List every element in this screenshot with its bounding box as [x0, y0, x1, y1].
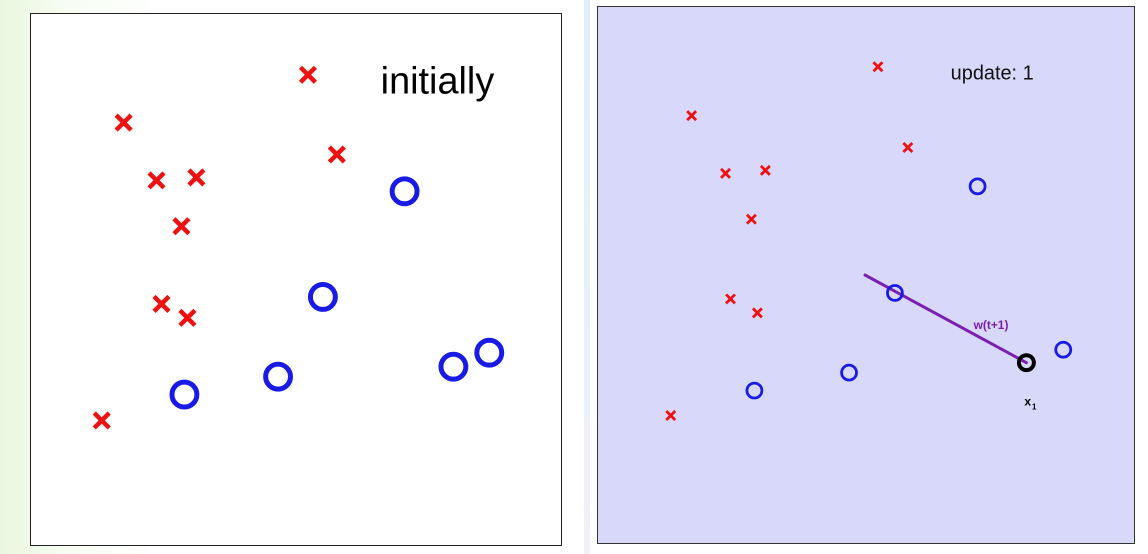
cross-marker: [154, 296, 169, 311]
cross-marker: [329, 147, 344, 162]
weight-label: w(t+1): [973, 318, 1009, 332]
circle-marker: [266, 364, 291, 389]
circle-marker: [310, 284, 335, 309]
circle-marker: [477, 340, 502, 365]
point-label-subscript: 1: [1032, 402, 1037, 411]
cross-marker: [180, 310, 195, 325]
cross-marker: [300, 67, 315, 82]
left-panel-initially: initially: [30, 13, 562, 546]
caption-initially: initially: [381, 61, 495, 103]
right-panel-update: update: 1 w(t+1) x1: [597, 6, 1135, 544]
panel-divider: [584, 0, 590, 554]
circle-marker: [441, 354, 466, 379]
cross-marker: [94, 413, 109, 428]
cross-marker: [149, 173, 164, 188]
caption-update: update: 1: [951, 63, 1034, 85]
left-scatter-plot: initially: [31, 14, 561, 545]
cross-marker: [174, 219, 189, 234]
right-scatter-plot: update: 1 w(t+1) x1: [598, 7, 1134, 543]
cross-marker: [189, 170, 204, 185]
point-label-x: x: [1024, 395, 1031, 409]
cross-marker: [116, 115, 131, 130]
circle-marker: [172, 382, 197, 407]
circle-marker: [392, 179, 417, 204]
